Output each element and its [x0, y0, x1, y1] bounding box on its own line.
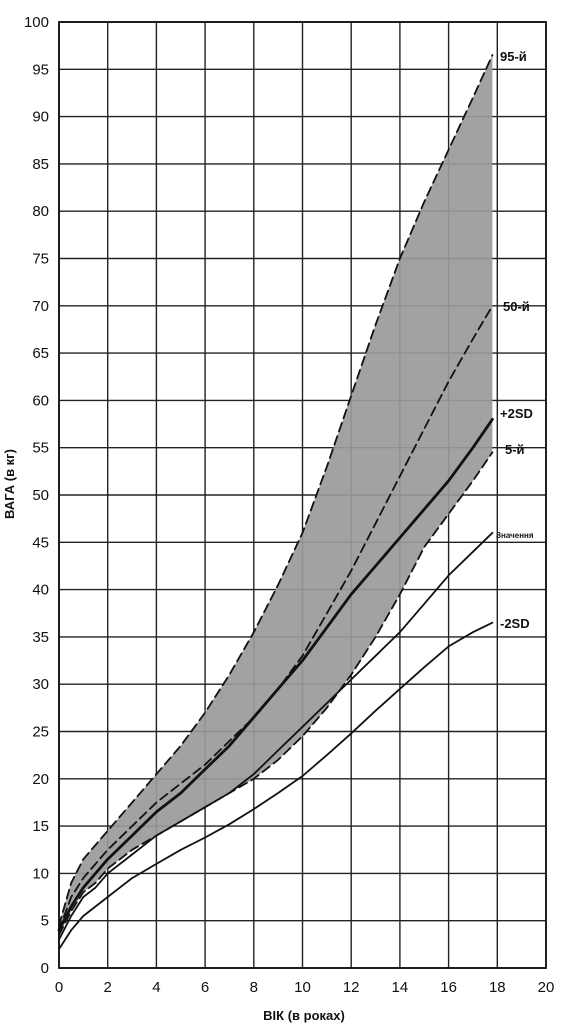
y-tick-label: 10 [32, 865, 49, 882]
y-tick-label: 100 [24, 14, 49, 31]
y-tick-label: 0 [41, 960, 49, 977]
x-tick-label: 18 [489, 979, 506, 996]
x-axis-title: ВІК (в роках) [263, 1008, 345, 1023]
percentile-band [59, 55, 493, 935]
x-tick-label: 10 [294, 979, 311, 996]
x-tick-label: 6 [201, 979, 209, 996]
y-tick-label: 15 [32, 818, 49, 835]
series-labels: 95-й 50-й +2SD 5-й Значення -2SD [496, 49, 534, 631]
series-line [58, 531, 494, 941]
y-axis-title: ВАГА (в кг) [2, 449, 17, 519]
y-tick-label: 95 [32, 61, 49, 78]
y-tick-label: 60 [32, 392, 49, 409]
shaded-band [59, 55, 493, 935]
plot-border [58, 21, 547, 969]
y-tick-label: 35 [32, 629, 49, 646]
series-line [58, 451, 494, 936]
series-line [58, 304, 494, 932]
x-tick-label: 0 [55, 979, 63, 996]
x-tick-label: 2 [104, 979, 112, 996]
y-tick-label: 75 [32, 251, 49, 268]
x-tick-label: 20 [538, 979, 555, 996]
x-tick-label: 14 [392, 979, 409, 996]
plot-frame [58, 21, 547, 969]
y-tick-label: 20 [32, 771, 49, 788]
series-label: -2SD [500, 616, 530, 631]
x-tick-label: 8 [250, 979, 258, 996]
series-label: Значення [496, 531, 534, 540]
series-lines [57, 54, 494, 950]
y-tick-label: 30 [32, 676, 49, 693]
series-label: 95-й [500, 49, 527, 64]
x-tick-label: 12 [343, 979, 360, 996]
x-tick-label: 4 [152, 979, 160, 996]
y-tick-label: 90 [32, 109, 49, 126]
y-tick-label: 25 [32, 724, 49, 741]
y-tick-label: 40 [32, 582, 49, 599]
x-tick-label: 16 [440, 979, 457, 996]
series-line [57, 417, 494, 932]
series-line [58, 621, 494, 950]
y-tick-label: 85 [32, 156, 49, 173]
y-tick-label: 55 [32, 440, 49, 457]
series-label: 50-й [503, 299, 530, 314]
tick-labels: 0 2 4 6 8 10 12 14 16 18 20 0 5 10 15 20 25 30 35 40 45 50 55 6… [24, 14, 554, 996]
series-line [58, 54, 494, 927]
series-label: +2SD [500, 406, 533, 421]
y-tick-label: 65 [32, 345, 49, 362]
y-tick-label: 70 [32, 298, 49, 315]
y-tick-label: 45 [32, 534, 49, 551]
y-tick-label: 80 [32, 203, 49, 220]
series-label: 5-й [505, 442, 525, 457]
y-tick-label: 50 [32, 487, 49, 504]
y-tick-label: 5 [41, 913, 49, 930]
